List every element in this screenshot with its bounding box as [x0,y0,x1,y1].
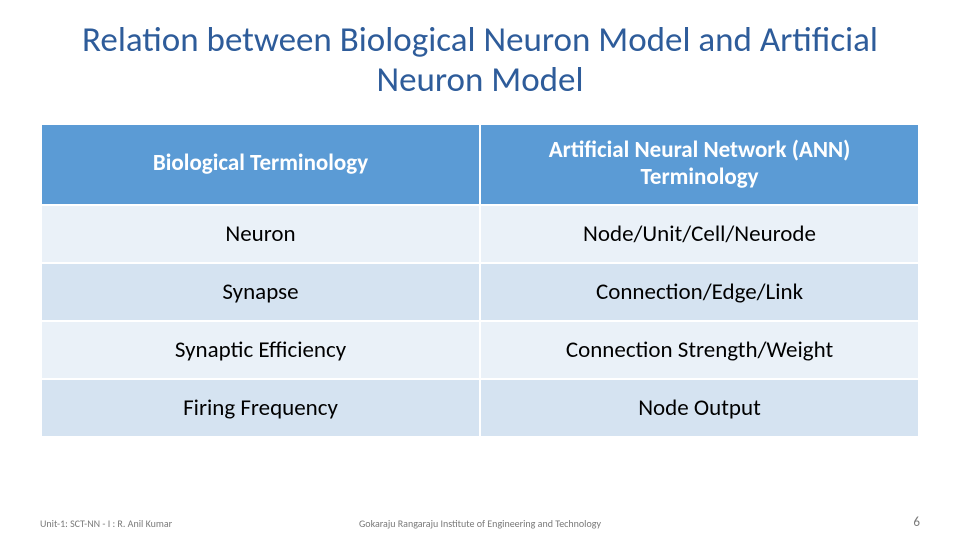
table-row: Synapse Connection/Edge/Link [42,264,918,320]
page-title: Relation between Biological Neuron Model… [40,20,920,101]
table-row: Synaptic Efficiency Connection Strength/… [42,322,918,378]
cell-biological: Synaptic Efficiency [42,322,479,378]
cell-ann: Connection Strength/Weight [481,322,918,378]
terminology-table: Biological Terminology Artificial Neural… [40,123,920,438]
col-header-biological: Biological Terminology [42,125,479,204]
cell-biological: Firing Frequency [42,380,479,436]
cell-ann: Connection/Edge/Link [481,264,918,320]
cell-biological: Neuron [42,206,479,262]
page-number: 6 [913,515,920,530]
cell-biological: Synapse [42,264,479,320]
cell-ann: Node Output [481,380,918,436]
footer-center: Gokaraju Rangaraju Institute of Engineer… [0,517,960,530]
col-header-ann: Artificial Neural Network (ANN) Terminol… [481,125,918,204]
slide: Relation between Biological Neuron Model… [0,0,960,540]
table-row: Firing Frequency Node Output [42,380,918,436]
table-header-row: Biological Terminology Artificial Neural… [42,125,918,204]
table-row: Neuron Node/Unit/Cell/Neurode [42,206,918,262]
cell-ann: Node/Unit/Cell/Neurode [481,206,918,262]
footer: Unit-1: SCT-NN - I : R. Anil Kumar Gokar… [0,510,960,530]
